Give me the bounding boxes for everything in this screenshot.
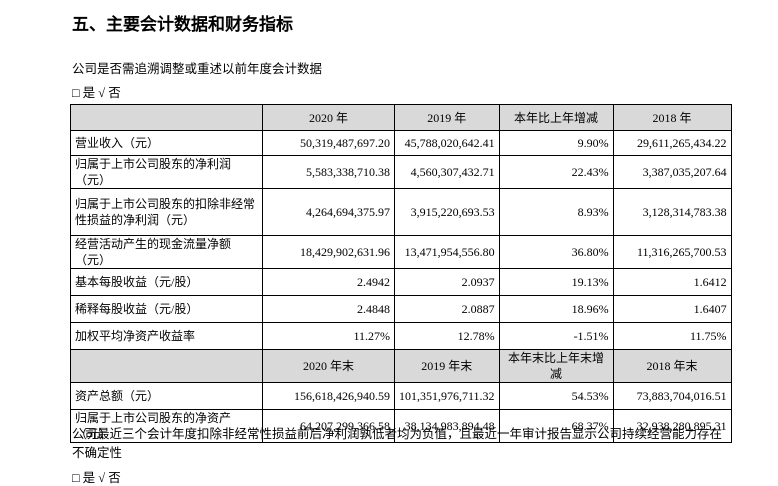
cell: 9.90% xyxy=(498,130,614,156)
cell: 归属于上市公司股东的扣除非经常性损益的净利润（元） xyxy=(70,188,263,236)
answer: □ 是 √ 否 xyxy=(72,86,121,100)
cell: 2019 年末 xyxy=(394,349,500,383)
cell: 36.80% xyxy=(498,235,614,269)
cell: 45,788,020,642.41 xyxy=(394,130,500,156)
cell: 4,560,307,432.71 xyxy=(394,155,500,189)
cell: 营业收入（元） xyxy=(70,130,263,156)
cell: 加权平均净资产收益率 xyxy=(70,322,263,350)
cell: 2.4848 xyxy=(262,295,395,323)
cell: 2018 年末 xyxy=(612,349,732,383)
cell: 3,387,035,207.64 xyxy=(612,155,732,189)
table-row: 营业收入（元） 50,319,487,697.20 45,788,020,642.4… xyxy=(70,130,732,156)
table-row: 归属于上市公司股东的净资产（元） 64,207,299,366.58 38,134,… xyxy=(70,409,732,443)
cell: 38,134,983,894.48 xyxy=(394,409,500,443)
table-row: 归属于上市公司股东的扣除非经常性损益的净利润（元） 4,264,694,375.9… xyxy=(70,188,732,236)
cell: 2018 年 xyxy=(612,104,732,131)
cell: 73,883,704,016.51 xyxy=(612,382,732,410)
header-row: 2020 年末 2019 年末 本年末比上年末增减 2018 年末 xyxy=(70,349,732,383)
cell: 50,319,487,697.20 xyxy=(262,130,395,156)
table-row: 基本每股收益（元/股） 2.4942 2.0937 19.13% 1.6412 xyxy=(70,268,732,296)
question: 公司是否需追溯调整或重述以前年度会计数据 xyxy=(72,62,323,76)
cell: -1.51% xyxy=(498,322,614,350)
cell: 68.37% xyxy=(498,409,614,443)
cell: 11.27% xyxy=(262,322,395,350)
cell: 22.43% xyxy=(498,155,614,189)
cell: 资产总额（元） xyxy=(70,382,263,410)
cell: 64,207,299,366.58 xyxy=(262,409,395,443)
cell xyxy=(70,349,263,383)
table-row: 加权平均净资产收益率 11.27% 12.78% -1.51% 11.75% xyxy=(70,322,732,350)
cell: 1.6412 xyxy=(612,268,732,296)
cell: 2019 年 xyxy=(394,104,500,131)
answer: □ 是 √ 否 xyxy=(72,471,121,485)
cell: 4,264,694,375.97 xyxy=(262,188,395,236)
cell: 11,316,265,700.53 xyxy=(612,235,732,269)
table-row: 资产总额（元） 156,618,426,940.59 101,351,976,711… xyxy=(70,382,732,410)
cell: 2.4942 xyxy=(262,268,395,296)
cell: 18.96% xyxy=(498,295,614,323)
header-row: 2020 年 2019 年本年比上年增减 2018 年 xyxy=(70,104,732,131)
cell: 2.0937 xyxy=(394,268,500,296)
cell: 101,351,976,711.32 xyxy=(394,382,500,410)
cell: 归属于上市公司股东的净利润（元） xyxy=(70,155,263,189)
cell xyxy=(70,104,263,131)
cell: 13,471,954,556.80 xyxy=(394,235,500,269)
cell: 本年比上年增减 xyxy=(498,104,614,131)
cell: 本年末比上年末增减 xyxy=(498,349,614,383)
financial-table: 2020 年 2019 年本年比上年增减 2018 年营业收入（元） 50,319,4… xyxy=(70,104,732,443)
cell: 54.53% xyxy=(498,382,614,410)
cell: 稀释每股收益（元/股） xyxy=(70,295,263,323)
heading: 五、主要会计数据和财务指标 xyxy=(72,15,293,35)
cell: 基本每股收益（元/股） xyxy=(70,268,263,296)
cell: 8.93% xyxy=(498,188,614,236)
cell: 2020 年 xyxy=(262,104,395,131)
cell: 3,915,220,693.53 xyxy=(394,188,500,236)
cell: 12.78% xyxy=(394,322,500,350)
cell: 经营活动产生的现金流量净额（元） xyxy=(70,235,263,269)
cell: 2.0887 xyxy=(394,295,500,323)
cell: 19.13% xyxy=(498,268,614,296)
cell: 32,938,280,895.31 xyxy=(612,409,732,443)
cell: 归属于上市公司股东的净资产（元） xyxy=(70,409,263,443)
cell: 5,583,338,710.38 xyxy=(262,155,395,189)
table-row: 归属于上市公司股东的净利润（元） 5,583,338,710.38 4,560,30… xyxy=(70,155,732,189)
table-row: 经营活动产生的现金流量净额（元） 18,429,902,631.96 13,471,… xyxy=(70,235,732,269)
cell: 3,128,314,783.38 xyxy=(612,188,732,236)
cell: 11.75% xyxy=(612,322,732,350)
cell: 156,618,426,940.59 xyxy=(262,382,395,410)
cell: 18,429,902,631.96 xyxy=(262,235,395,269)
cell: 29,611,265,434.22 xyxy=(612,130,732,156)
cell: 1.6407 xyxy=(612,295,732,323)
table-row: 稀释每股收益（元/股） 2.4848 2.0887 18.96% 1.6407 xyxy=(70,295,732,323)
note: 公司最近三个会计年度扣除非经常性损益前后净利润孰低者均为负值，且最近一年审计报告… xyxy=(72,427,723,460)
cell: 2020 年末 xyxy=(262,349,395,383)
